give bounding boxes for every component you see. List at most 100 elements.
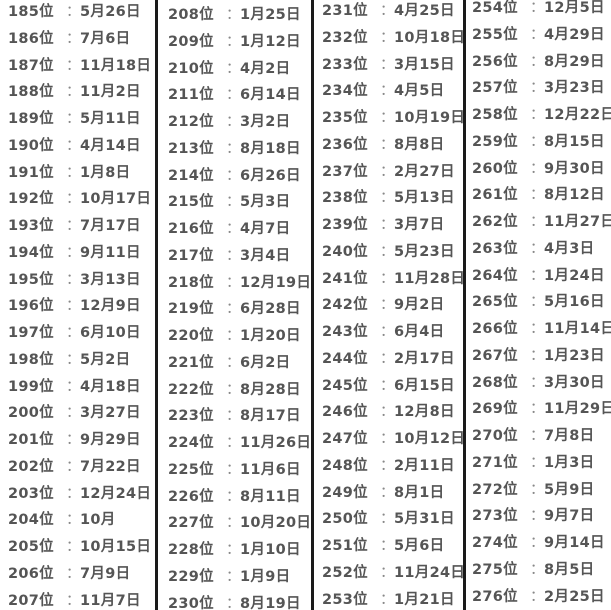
rank-label: 205位 xyxy=(8,539,54,555)
ranking-row: 229位 ： 1月9日 xyxy=(158,566,311,588)
birthday-date: 6月10日 xyxy=(80,325,141,341)
ranking-row: 219位 ： 6月28日 xyxy=(158,298,311,320)
rank-label: 218位 xyxy=(168,274,214,291)
ranking-row: 212位 ： 3月2日 xyxy=(158,111,311,133)
birthday-date: 10月17日 xyxy=(80,191,152,208)
separator: ： xyxy=(380,377,395,394)
ranking-row: 206位 ： 7月9日 xyxy=(0,563,155,585)
birthday-date: 4月14日 xyxy=(80,137,141,154)
separator: ： xyxy=(226,87,241,104)
rank-label: 208位 xyxy=(168,7,214,23)
rank-label: 207位 xyxy=(8,592,54,609)
birthday-date: 9月11日 xyxy=(80,244,141,261)
rank-label: 263位 xyxy=(472,240,518,257)
separator: ： xyxy=(66,325,81,341)
birthday-date: 11月26日 xyxy=(240,435,311,451)
birthday-date: 3月2日 xyxy=(240,114,291,130)
separator: ： xyxy=(380,564,395,581)
separator: ： xyxy=(530,53,545,70)
birthday-date: 3月4日 xyxy=(240,247,291,264)
birthday-date: 11月29日 xyxy=(544,401,611,418)
rank-label: 219位 xyxy=(168,301,214,318)
rank-label: 239位 xyxy=(322,217,368,233)
ranking-row: 197位 ： 6月10日 xyxy=(0,322,155,344)
rank-label: 235位 xyxy=(322,110,368,126)
separator: ： xyxy=(66,164,81,181)
birthday-date: 8月11日 xyxy=(240,488,301,505)
birthday-date: 1月8日 xyxy=(80,164,131,181)
birthday-date: 6月15日 xyxy=(394,377,455,394)
rank-label: 257位 xyxy=(472,80,518,97)
ranking-row: 237位 ： 2月27日 xyxy=(314,161,463,183)
rank-label: 245位 xyxy=(322,377,368,394)
birthday-date: 3月15日 xyxy=(394,56,455,73)
separator: ： xyxy=(380,163,395,180)
ranking-row: 274位 ： 9月14日 xyxy=(466,532,611,554)
ranking-row: 248位 ： 2月11日 xyxy=(314,455,463,477)
separator: ： xyxy=(380,324,395,340)
birthday-date: 8月12日 xyxy=(544,187,605,204)
birthday-date: 2月17日 xyxy=(394,350,455,367)
separator: ： xyxy=(530,80,545,97)
rank-label: 242位 xyxy=(322,297,368,314)
separator: ： xyxy=(380,538,395,554)
birthday-date: 12月22日 xyxy=(544,107,611,123)
ranking-row: 258位 ： 12月22日 xyxy=(466,104,611,126)
ranking-row: 273位 ： 9月7日 xyxy=(466,505,611,527)
ranking-row: 235位 ： 10月19日 xyxy=(314,107,463,129)
separator: ： xyxy=(380,511,395,528)
separator: ： xyxy=(530,428,545,444)
rank-label: 231位 xyxy=(322,3,368,19)
separator: ： xyxy=(530,561,545,578)
birthday-date: 2月25日 xyxy=(544,588,605,605)
rank-label: 216位 xyxy=(168,221,214,237)
separator: ： xyxy=(380,457,395,474)
ranking-row: 209位 ： 1月12日 xyxy=(158,31,311,53)
separator: ： xyxy=(66,137,81,154)
birthday-date: 9月29日 xyxy=(80,432,141,448)
birthday-date: 1月24日 xyxy=(544,267,605,284)
separator: ： xyxy=(380,243,395,260)
ranking-row: 245位 ： 6月15日 xyxy=(314,375,463,397)
rank-label: 237位 xyxy=(322,163,368,180)
birthday-date: 5月26日 xyxy=(80,4,141,20)
ranking-row: 214位 ： 6月26日 xyxy=(158,165,311,187)
birthday-date: 1月12日 xyxy=(240,33,301,50)
ranking-row: 257位 ： 3月23日 xyxy=(466,77,611,99)
birthday-date: 5月23日 xyxy=(394,243,455,260)
birthday-date: 12月5日 xyxy=(544,0,605,16)
ranking-row: 262位 ： 11月27日 xyxy=(466,211,611,233)
birthday-date: 10月15日 xyxy=(80,539,152,555)
rank-label: 194位 xyxy=(8,244,54,261)
birthday-date: 7月9日 xyxy=(80,565,131,582)
separator: ： xyxy=(66,111,81,127)
ranking-row: 199位 ： 4月18日 xyxy=(0,376,155,398)
birthday-date: 5月16日 xyxy=(544,294,605,311)
ranking-row: 203位 ： 12月24日 xyxy=(0,483,155,505)
separator: ： xyxy=(66,351,81,368)
separator: ： xyxy=(530,535,545,551)
birthday-date: 9月30日 xyxy=(544,160,605,177)
ranking-row: 190位 ： 4月14日 xyxy=(0,135,155,157)
separator: ： xyxy=(380,297,395,314)
ranking-row: 241位 ： 11月28日 xyxy=(314,268,463,290)
rank-label: 221位 xyxy=(168,354,214,371)
rank-label: 189位 xyxy=(8,111,54,127)
birthday-date: 6月28日 xyxy=(240,301,301,318)
birthday-date: 4月3日 xyxy=(544,240,595,257)
ranking-row: 201位 ： 9月29日 xyxy=(0,429,155,451)
separator: ： xyxy=(530,294,545,311)
ranking-row: 218位 ： 12月19日 xyxy=(158,272,311,294)
birthday-date: 3月27日 xyxy=(80,405,141,422)
ranking-row: 187位 ： 11月18日 xyxy=(0,55,155,77)
birthday-date: 1月20日 xyxy=(240,328,301,344)
birthday-date: 4月29日 xyxy=(544,26,605,43)
birthday-date: 10月20日 xyxy=(240,515,311,532)
birthday-date: 5月2日 xyxy=(80,351,131,368)
separator: ： xyxy=(226,114,241,130)
ranking-row: 188位 ： 11月2日 xyxy=(0,81,155,103)
ranking-row: 265位 ： 5月16日 xyxy=(466,291,611,313)
rank-label: 254位 xyxy=(472,0,518,16)
separator: ： xyxy=(226,381,241,398)
ranking-row: 225位 ： 11月6日 xyxy=(158,459,311,481)
